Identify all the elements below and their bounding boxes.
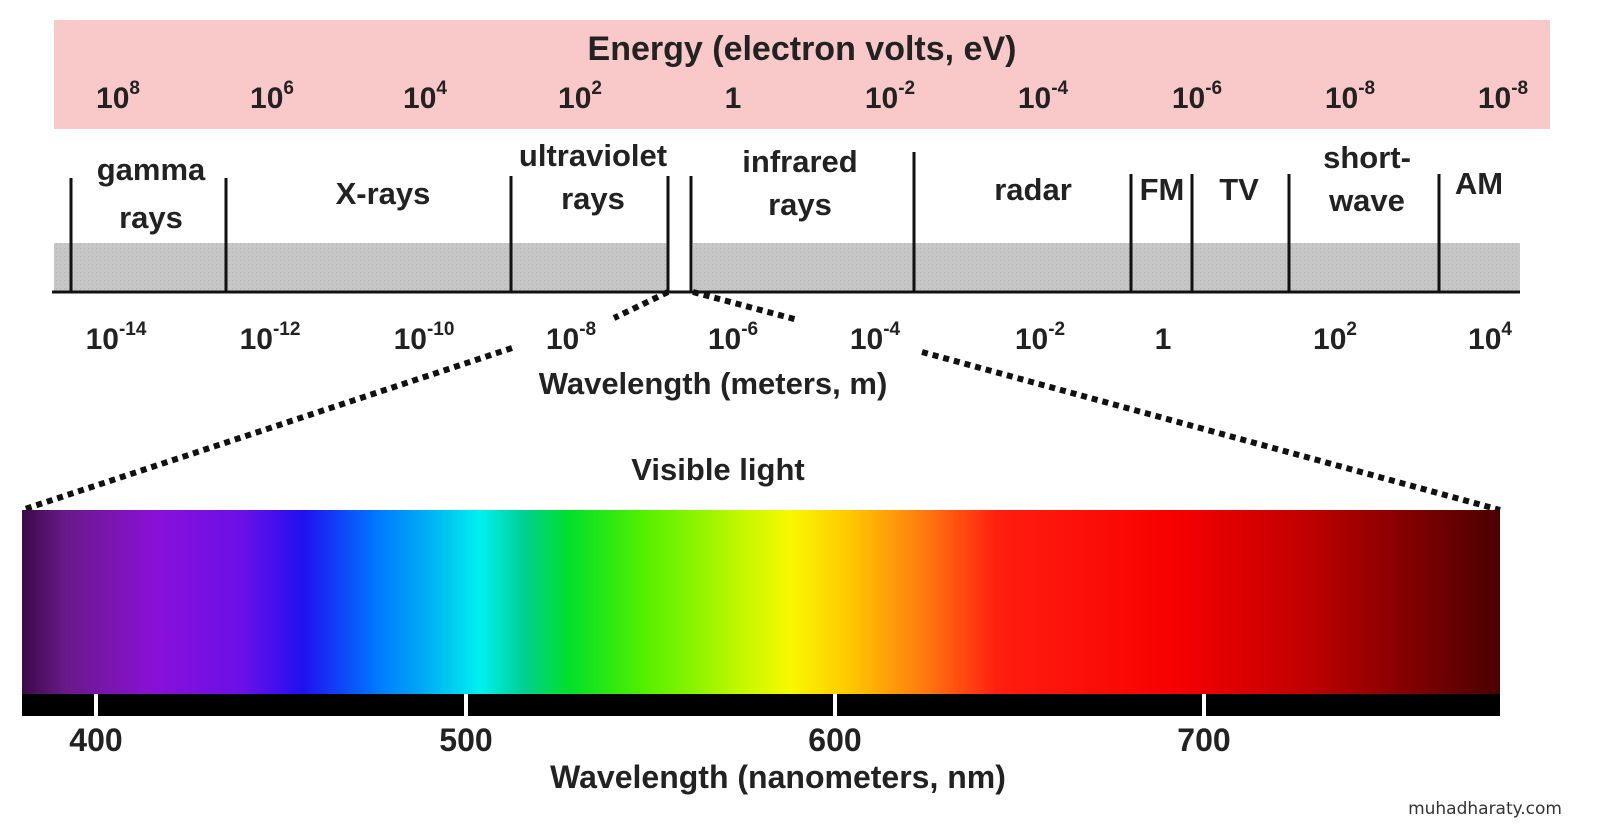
energy-axis-title: Energy (electron volts, eV) (587, 30, 1017, 68)
visible-spectrum-bar (22, 510, 1500, 694)
spectrum-band-left (54, 243, 669, 292)
energy-tick-10: 10-8 (1477, 78, 1529, 115)
region-infrared: infrared rays (742, 144, 858, 223)
visible-axis-bar (22, 694, 1500, 716)
region-ultraviolet: ultraviolet rays (518, 138, 668, 217)
wavelength-axis-title: Wavelength (meters, m) (538, 366, 888, 401)
energy-tick-8: 10-6 (1171, 78, 1223, 115)
energy-tick-7: 10-4 (1017, 78, 1069, 115)
visible-tick-label-600: 600 (808, 722, 862, 758)
visible-tick-label-500: 500 (439, 722, 493, 758)
wavelength-tick-6: 10-4 (849, 319, 901, 356)
wavelength-tick-8: 1 (1154, 323, 1172, 356)
wavelength-tick-1: 10-14 (85, 319, 147, 356)
region-radar: radar (994, 172, 1072, 207)
region-x-rays: X-rays (335, 176, 431, 211)
region-tv: TV (1219, 172, 1259, 207)
region-shortwave: short-wave (1323, 140, 1411, 219)
energy-tick-9: 10-8 (1324, 78, 1376, 115)
wavelength-tick-9: 102 (1313, 319, 1357, 356)
wavelength-tick-4: 10-8 (545, 319, 597, 356)
region-gamma-rays: gamma rays (96, 152, 206, 236)
wavelength-tick-5: 10-6 (707, 319, 759, 356)
region-fm: FM (1139, 172, 1185, 207)
region-am: AM (1454, 166, 1504, 201)
zoom-line-left-lower (21, 345, 513, 513)
energy-tick-6: 10-2 (864, 78, 916, 115)
zoom-line-left-upper (612, 289, 670, 321)
watermark: muhadharaty.com (1408, 799, 1562, 819)
energy-tick-1: 108 (96, 78, 140, 115)
wavelength-tick-7: 10-2 (1014, 319, 1066, 356)
visible-tick-label-400: 400 (69, 722, 123, 758)
wavelength-tick-2: 10-12 (239, 319, 301, 356)
energy-tick-5: 1 (724, 82, 742, 115)
energy-tick-2: 106 (250, 78, 294, 115)
energy-tick-4: 102 (558, 78, 602, 115)
wavelength-tick-10: 104 (1468, 319, 1512, 356)
spectrum-band-right (693, 243, 1520, 292)
visible-tick-label-700: 700 (1177, 722, 1231, 758)
wavelength-tick-3: 10-10 (393, 319, 455, 356)
zoom-line-right-lower (921, 349, 1501, 513)
zoom-line-right-upper (692, 289, 799, 323)
energy-band (54, 20, 1550, 129)
energy-tick-3: 104 (403, 78, 447, 115)
visible-light-title: Visible light (631, 452, 805, 487)
visible-axis-title: Wavelength (nanometers, nm) (550, 759, 1006, 795)
